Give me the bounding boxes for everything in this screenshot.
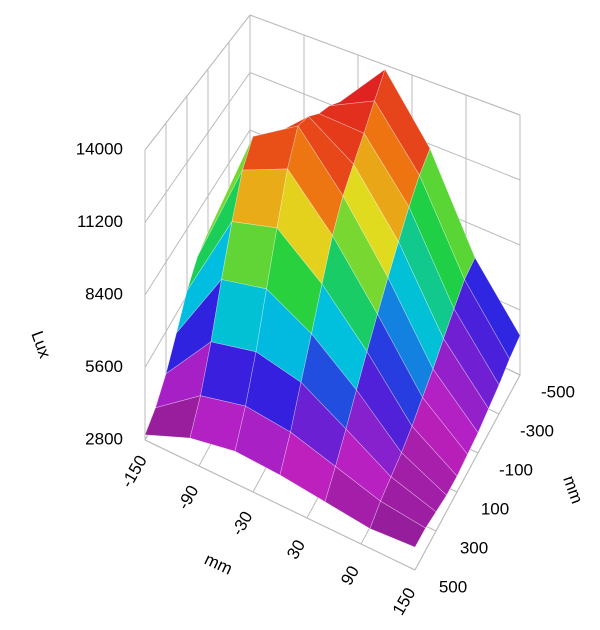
x-tick-label: 150 <box>389 584 420 618</box>
y-tick-label: -100 <box>499 460 533 479</box>
x-tick-label: -150 <box>117 452 150 491</box>
y-tick-label: 500 <box>439 577 467 596</box>
x-tick-label: 90 <box>337 563 363 589</box>
z-tick-label: 5600 <box>85 357 123 376</box>
grid-line <box>249 14 521 116</box>
y-tick-label: 300 <box>460 538 488 557</box>
grid-line <box>144 439 416 571</box>
y-tick-label: 100 <box>481 499 509 518</box>
surface <box>144 68 521 548</box>
surface-cell <box>369 500 426 548</box>
z-tick-label: 11200 <box>77 212 123 231</box>
z-tick-label: 8400 <box>85 284 123 303</box>
grid-line <box>144 72 251 223</box>
x-axis-label: mm <box>202 549 236 578</box>
grid-line <box>144 14 251 151</box>
grid-line <box>414 374 521 571</box>
z-tick-label: 2800 <box>85 429 123 448</box>
y-tick-label: -300 <box>520 421 554 440</box>
x-tick-label: 30 <box>283 537 309 563</box>
grid-line <box>144 129 251 296</box>
z-axis-label: Lux <box>27 329 54 362</box>
x-tick-label: -90 <box>174 482 203 513</box>
y-tick-label: -500 <box>541 382 575 401</box>
z-tick-label: 14000 <box>76 139 123 158</box>
x-tick-label: -30 <box>228 508 257 539</box>
y-axis-label: mm <box>559 473 587 506</box>
